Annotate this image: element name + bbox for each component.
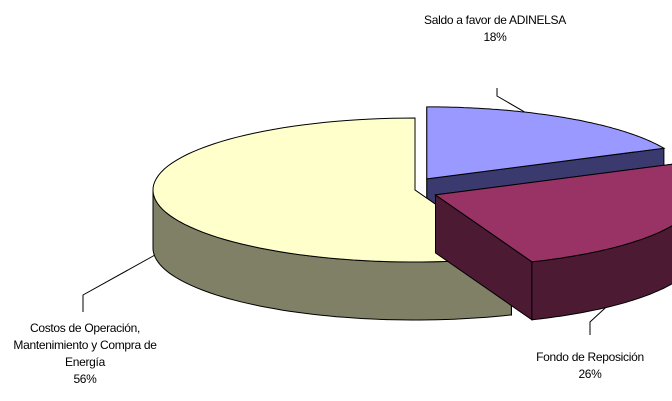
slice <box>426 106 666 180</box>
slice-label: Costos de Operación, Mantenimiento y Com… <box>5 320 165 388</box>
value-label: 56% <box>73 372 97 386</box>
leader-line <box>82 254 156 312</box>
category-label: Saldo a favor de ADINELSA <box>424 13 566 27</box>
value-label: 18% <box>483 30 507 44</box>
slice <box>434 163 672 263</box>
slice <box>152 117 513 263</box>
category-label: Fondo de Reposición <box>536 350 644 364</box>
slice-label: Fondo de Reposición 26% <box>515 349 665 383</box>
slice-label: Saldo a favor de ADINELSA 18% <box>420 12 570 46</box>
slice-wall <box>531 225 672 321</box>
value-label: 26% <box>578 367 602 381</box>
category-label: Costos de Operación, Mantenimiento y Com… <box>13 321 157 369</box>
